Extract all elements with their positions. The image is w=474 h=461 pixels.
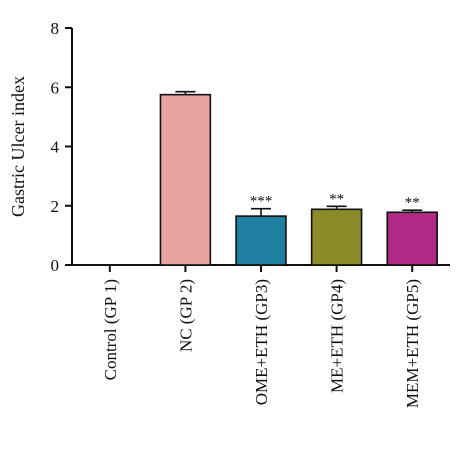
significance-label: *** (250, 194, 273, 210)
significance-label: ** (405, 195, 420, 211)
bars: *** ** ** (159, 90, 438, 266)
y-tick-label: 0 (51, 256, 60, 275)
y-tick-label: 2 (51, 197, 60, 216)
bar (386, 211, 438, 266)
bar (159, 93, 212, 266)
x-tick-label: NC (GP 2) (176, 279, 195, 352)
y-tick-label: 6 (51, 78, 60, 97)
x-axis: Control (GP 1) NC (GP 2) OME+ETH (GP3) ME+E… (72, 264, 450, 408)
bar (310, 208, 363, 266)
y-axis-title: Gastric Ulcer index (8, 76, 28, 217)
y-axis: 0 2 4 6 8 (51, 19, 73, 275)
x-tick-label: Control (GP 1) (101, 279, 120, 380)
x-tick-label: ME+ETH (GP4) (328, 279, 347, 393)
x-ticks: Control (GP 1) NC (GP 2) OME+ETH (GP3) ME+E… (101, 265, 422, 408)
y-tick-label: 4 (51, 138, 60, 157)
x-tick-label: OME+ETH (GP3) (252, 279, 271, 405)
significance-label: ** (329, 191, 344, 207)
y-tick-label: 8 (51, 19, 60, 38)
y-ticks: 0 2 4 6 8 (51, 19, 72, 275)
bar (235, 215, 287, 266)
x-tick-label: MEM+ETH (GP5) (403, 279, 422, 408)
